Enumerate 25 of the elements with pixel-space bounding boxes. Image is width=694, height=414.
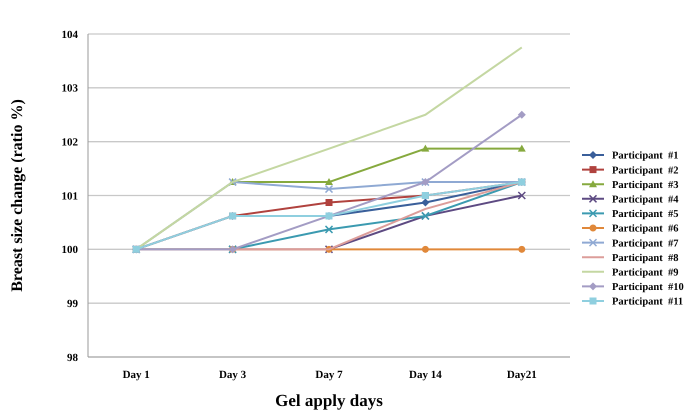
x-tick-label: Day21 — [506, 369, 537, 381]
x-tick-label: Day 14 — [409, 369, 442, 381]
y-tick-label: 101 — [62, 190, 78, 202]
legend-label: Participant #11 — [612, 296, 684, 308]
legend-label: Participant #8 — [612, 252, 678, 264]
x-tick-label: Day 7 — [315, 369, 344, 381]
legend-label: Participant #2 — [612, 165, 678, 176]
legend-label: Participant #6 — [612, 224, 678, 235]
x-axis-title: Gel apply days — [275, 391, 384, 410]
y-tick-label: 100 — [62, 244, 78, 256]
x-tick-label: Day 1 — [122, 369, 150, 381]
y-tick-label: 98 — [67, 352, 78, 364]
legend-label: Participant #3 — [612, 180, 678, 191]
y-tick-label: 104 — [62, 28, 78, 41]
legend-label: Participant #1 — [612, 150, 678, 162]
legend-label: Participant #9 — [612, 267, 678, 278]
y-tick-label: 103 — [62, 82, 78, 95]
legend-label: Participant #5 — [612, 209, 678, 220]
y-tick-label: 99 — [67, 298, 78, 310]
legend-label: Participant #10 — [612, 282, 684, 294]
y-tick-label: 102 — [62, 136, 78, 149]
x-tick-label: Day 3 — [219, 369, 247, 381]
legend-label: Participant #7 — [612, 238, 678, 250]
y-axis-title: Breast size change (ratio %) — [9, 99, 26, 292]
legend-label: Participant #4 — [612, 194, 680, 206]
